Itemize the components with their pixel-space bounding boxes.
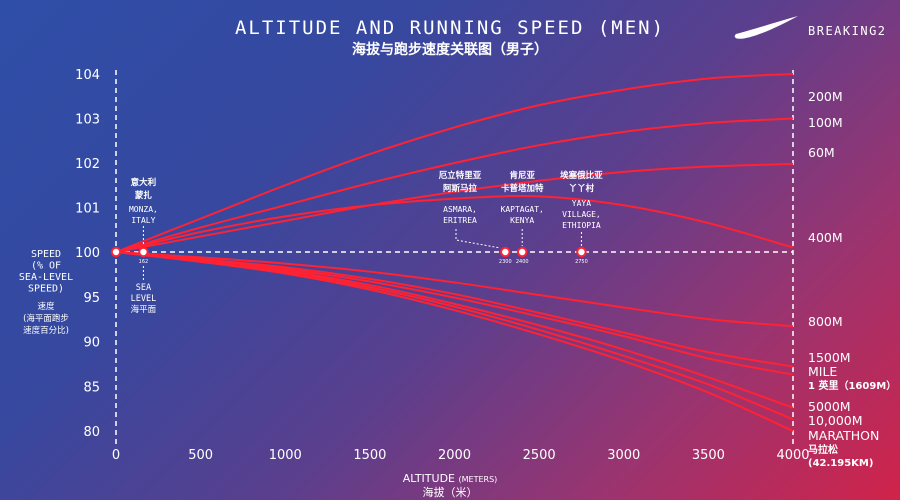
series-line	[115, 251, 794, 432]
y-axis-label-line: (% OF	[31, 261, 61, 272]
location-label-en: YAYA	[572, 199, 591, 208]
x-tick-label: 1500	[353, 448, 386, 463]
y-axis-label-cn-line: 速度百分比)	[23, 325, 69, 336]
y-tick-label: 95	[83, 291, 100, 306]
chart-title: ALTITUDE AND RUNNING SPEED (MEN)	[235, 17, 665, 39]
x-tick-label: 2000	[438, 448, 471, 463]
series-line	[115, 251, 794, 409]
brand-name: BREAKING2	[808, 24, 887, 38]
end-label: 5000M	[808, 399, 851, 414]
location-label-en: KENYA	[510, 216, 534, 225]
x-axis-label-cn: 海拔（米）	[423, 485, 478, 499]
location-label-cn: 卡普塔加特	[501, 183, 544, 194]
end-label: (42.195KM)	[808, 458, 873, 469]
location-label-cn: 意大利	[131, 177, 157, 188]
end-label: 60M	[808, 145, 835, 160]
location-label-en: KAPTAGAT,	[501, 205, 544, 214]
nike-swoosh-icon	[734, 16, 798, 39]
x-tick-label: 3500	[692, 448, 725, 463]
location-label-cn: 蒙扎	[135, 190, 153, 201]
series-line	[115, 251, 794, 376]
y-tick-label: 85	[83, 380, 100, 395]
y-axis-label-line: SPEED)	[28, 284, 64, 295]
series-line	[115, 117, 794, 253]
y-axis-label-cn-line: (海平面跑步	[23, 313, 69, 324]
end-label: 10,000M	[808, 413, 863, 428]
end-label: 400M	[808, 230, 843, 245]
y-tick-label: 90	[83, 336, 100, 351]
end-label: 800M	[808, 314, 843, 329]
x-axis-label: ALTITUDE (METERS)	[403, 472, 498, 485]
location-label-en: ASMARA,	[443, 205, 477, 214]
end-label: MARATHON	[808, 428, 879, 443]
y-tick-label: 100	[75, 246, 100, 261]
location-marker	[110, 246, 122, 258]
altitude-marker-label: 2400	[516, 259, 529, 265]
x-tick-label: 2500	[523, 448, 556, 463]
altitude-marker-label: 2300	[499, 259, 512, 265]
sea-level-label: SEA	[136, 283, 151, 293]
end-label: 100M	[808, 115, 843, 130]
location-label-cn: 厄立特里亚	[439, 170, 482, 181]
location-marker	[576, 246, 587, 258]
y-tick-label: 102	[75, 157, 100, 172]
y-tick-label: 103	[75, 113, 100, 128]
y-tick-label: 101	[75, 202, 100, 217]
end-label: 1500M	[808, 350, 851, 365]
x-tick-label: 500	[188, 448, 213, 463]
location-marker	[500, 246, 511, 258]
series-line	[115, 251, 794, 368]
series-curves	[115, 73, 794, 432]
series-line	[115, 195, 794, 253]
sea-level-label: LEVEL	[131, 294, 157, 304]
series-line	[115, 251, 794, 421]
end-label: 马拉松	[808, 443, 838, 456]
location-label-en: ERITREA	[443, 216, 477, 225]
end-label: MILE	[808, 364, 837, 379]
location-label-cn: 埃塞俄比亚	[560, 170, 603, 181]
location-label-en: ITALY	[131, 216, 155, 225]
series-line	[115, 251, 794, 328]
end-label: 200M	[808, 89, 843, 104]
x-tick-label: 1000	[269, 448, 302, 463]
location-marker	[138, 246, 149, 258]
x-tick-label: 4000	[776, 448, 809, 463]
location-marker	[517, 246, 528, 258]
location-label-en: MONZA,	[129, 205, 158, 214]
y-axis-label-cn-line: 速度	[37, 301, 55, 312]
leader-line	[455, 229, 501, 249]
chart-subtitle-cn: 海拔与跑步速度关联图（男子）	[352, 41, 548, 58]
x-tick-label: 3000	[607, 448, 640, 463]
altitude-marker-label: 2750	[575, 259, 588, 265]
location-label-cn: 丫丫村	[569, 183, 595, 194]
y-tick-label: 80	[83, 425, 100, 440]
location-label-cn: 肯尼亚	[509, 170, 535, 181]
location-label-en: VILLAGE,	[562, 210, 601, 219]
sea-level-label: 海平面	[131, 304, 157, 315]
end-label: 1 英里（1609M）	[808, 379, 896, 392]
y-tick-label: 104	[75, 68, 100, 83]
x-tick-label: 0	[112, 448, 120, 463]
location-label-en: ETHIOPIA	[562, 221, 601, 230]
y-axis-label-line: SEA-LEVEL	[19, 272, 73, 283]
series-line	[115, 162, 794, 253]
altitude-marker-label: 162	[139, 259, 149, 265]
y-axis-label-line: SPEED	[31, 249, 61, 260]
location-label-cn: 阿斯马拉	[443, 183, 478, 194]
series-line	[115, 73, 794, 253]
